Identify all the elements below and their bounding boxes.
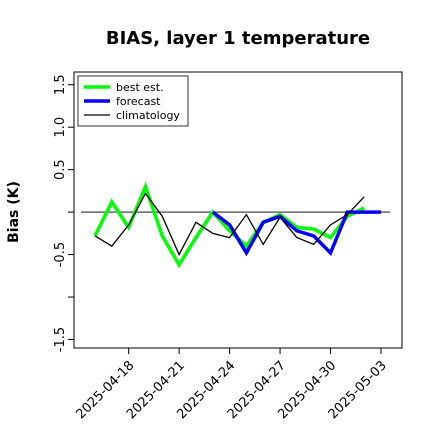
series-line-best-est	[93, 181, 365, 269]
chart-title: BIAS, layer 1 temperature	[106, 28, 370, 49]
plot-frame	[73, 71, 403, 349]
y-axis-label: Bias (K)	[6, 181, 22, 243]
y-tick-label: 1.0	[53, 117, 68, 138]
legend-label: best est.	[116, 81, 164, 94]
y-tick-label: -1.5	[53, 327, 68, 352]
y-tick-label: 0.5	[53, 159, 68, 180]
legend-label: climatology	[116, 109, 180, 122]
y-tick-label: -0.5	[53, 242, 68, 267]
legend-label: forecast	[116, 95, 161, 108]
y-tick-label: 1.5	[53, 74, 68, 95]
legend-box	[77, 75, 189, 127]
series-line-climatology	[94, 192, 365, 257]
series-line-forecast	[211, 210, 381, 257]
